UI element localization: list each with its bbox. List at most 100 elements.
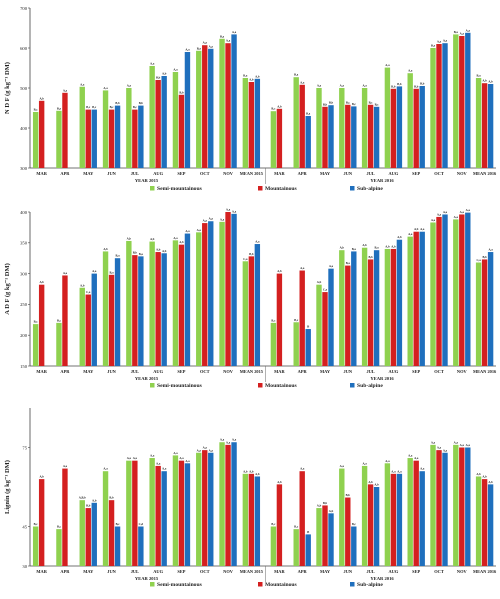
data-label: A,a xyxy=(127,84,132,88)
group-label: YEAR 2016 xyxy=(370,576,394,581)
data-label: A,a xyxy=(197,448,202,452)
data-label: A,a xyxy=(466,28,471,32)
y-tick-label: 200 xyxy=(20,333,28,338)
data-label: A,b xyxy=(39,96,44,100)
data-label: A,b xyxy=(80,283,85,287)
x-tick-label: JUL xyxy=(131,369,139,374)
bar-semi-mountainous xyxy=(172,72,179,168)
bar-sub-alpine xyxy=(231,442,237,566)
bar-semi-mountainous xyxy=(242,473,249,566)
y-tick-label: 400 xyxy=(20,210,28,215)
bar-sub-alpine xyxy=(419,231,425,366)
bar-mountainous xyxy=(202,223,208,366)
bar-sub-alpine xyxy=(231,213,237,366)
bar-mountainous xyxy=(299,270,305,366)
data-label: B,a xyxy=(57,106,62,110)
data-label: A,a xyxy=(408,232,413,236)
bar-semi-mountainous xyxy=(293,529,299,566)
bar-mountainous xyxy=(62,92,68,168)
bar-sub-alpine xyxy=(396,239,403,366)
x-tick-label: APR xyxy=(298,369,308,374)
bar-semi-mountainous xyxy=(270,526,277,566)
data-label: B,a xyxy=(115,254,120,258)
bar-semi-mountainous xyxy=(407,458,413,566)
legend-label: Semi-mountainous xyxy=(157,383,203,389)
x-tick-label: MAY xyxy=(83,569,94,574)
bar-sub-alpine xyxy=(396,86,403,168)
data-label: B,c xyxy=(271,522,276,526)
bar-semi-mountainous xyxy=(219,38,225,168)
bar-sub-alpine xyxy=(442,43,448,169)
bar-sub-alpine xyxy=(254,78,261,168)
x-tick-label: JUN xyxy=(107,369,116,374)
data-label: A,a xyxy=(443,39,448,43)
data-label: A,a xyxy=(127,456,132,460)
data-label: B,b xyxy=(482,255,487,259)
data-label: A,a xyxy=(391,469,396,473)
legend-swatch xyxy=(258,582,263,587)
data-label: A,b xyxy=(249,469,254,473)
x-tick-label: AUG xyxy=(153,171,163,176)
x-tick-label: JUN xyxy=(344,369,353,374)
bar-sub-alpine xyxy=(351,106,357,168)
x-tick-label: MAR xyxy=(36,369,47,374)
data-label: B,a xyxy=(243,74,248,78)
data-label: A,b xyxy=(249,78,254,82)
bar-mountainous xyxy=(390,248,397,366)
bar-mountainous xyxy=(413,460,419,566)
x-tick-label: MEAN 2016 xyxy=(473,171,497,176)
data-label: A,a xyxy=(150,62,155,66)
data-label: A,b xyxy=(340,246,345,250)
data-label: A,a xyxy=(340,84,345,88)
data-label: A,b xyxy=(317,280,322,284)
bar-mountainous xyxy=(299,471,305,566)
bar-semi-mountainous xyxy=(475,78,482,168)
bar-semi-mountainous xyxy=(293,322,299,366)
bar-semi-mountainous xyxy=(361,88,368,168)
data-label: A,a xyxy=(185,229,190,233)
data-label: A,a xyxy=(460,210,465,214)
bar-mountainous xyxy=(85,294,91,366)
bar-mountainous xyxy=(38,284,45,366)
data-label: A,b xyxy=(179,240,184,244)
bar-mountainous xyxy=(132,460,138,566)
bar-semi-mountainous xyxy=(430,48,436,168)
bar-semi-mountainous xyxy=(126,460,132,566)
bar-mountainous xyxy=(413,88,419,168)
x-tick-label: NOV xyxy=(223,369,234,374)
data-label: A,b xyxy=(39,475,44,479)
data-label: A,b xyxy=(162,72,167,76)
bar-sub-alpine xyxy=(465,447,471,566)
bar-mountainous xyxy=(155,252,161,366)
data-label: A,b xyxy=(277,480,282,484)
data-label: B,a xyxy=(294,73,299,77)
data-label: A,a xyxy=(443,448,448,452)
bar-semi-mountainous xyxy=(270,322,277,366)
bar-semi-mountainous xyxy=(149,458,155,566)
bar-sub-alpine xyxy=(305,329,311,366)
data-label: A,a xyxy=(466,208,471,212)
data-label: A,a xyxy=(63,464,68,468)
data-label: A,b xyxy=(362,243,367,247)
bar-sub-alpine xyxy=(351,526,357,566)
x-tick-label: OCT xyxy=(200,369,210,374)
data-label: A,a xyxy=(420,467,425,471)
bar-mountainous xyxy=(155,80,161,168)
bar-mountainous xyxy=(108,109,115,168)
data-label: B,b xyxy=(139,101,144,105)
x-tick-label: JUN xyxy=(107,569,116,574)
bar-semi-mountainous xyxy=(475,476,482,566)
group-label: YEAR 2015 xyxy=(135,178,159,183)
data-label: A,a xyxy=(209,217,214,221)
bar-mountainous xyxy=(38,100,45,168)
data-label: A,b xyxy=(368,480,373,484)
data-label: A,b xyxy=(329,509,334,513)
bar-mountainous xyxy=(108,274,115,366)
bar-mountainous xyxy=(367,259,374,366)
bar-sub-alpine xyxy=(114,526,121,566)
legend-swatch xyxy=(350,582,355,587)
x-tick-label: OCT xyxy=(434,171,444,176)
data-label: A,a xyxy=(454,215,459,219)
x-tick-label: MAR xyxy=(36,171,47,176)
bar-sub-alpine xyxy=(328,513,334,566)
